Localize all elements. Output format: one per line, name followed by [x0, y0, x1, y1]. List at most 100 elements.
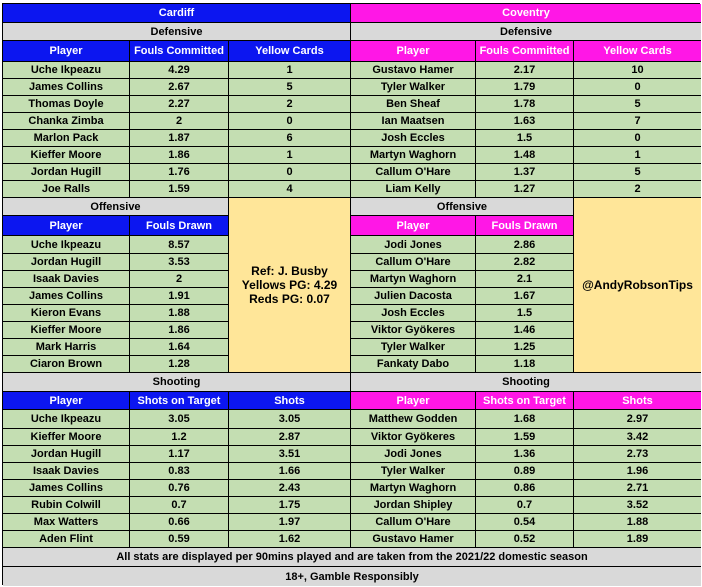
table-cell-shooting-coventry: Jordan Shipley: [351, 497, 476, 514]
table-cell-offensive-coventry: Viktor Gyökeres: [351, 322, 476, 339]
table-cell-defensive-cardiff: 0: [229, 113, 351, 130]
table-cell-shooting-cardiff: Jordan Hugill: [3, 446, 130, 463]
table-cell-defensive-cardiff: 0: [229, 164, 351, 181]
table-cell-defensive-cardiff: James Collins: [3, 79, 130, 96]
column-header-shooting-coventry: Player: [351, 392, 476, 410]
table-cell-defensive-cardiff: 4.29: [130, 62, 229, 79]
table-cell-defensive-cardiff: 5: [229, 79, 351, 96]
table-cell-offensive-coventry: 1.25: [476, 339, 574, 356]
table-cell-shooting-coventry: Matthew Godden: [351, 410, 476, 429]
table-cell-shooting-coventry: Viktor Gyökeres: [351, 429, 476, 446]
table-cell-shooting-coventry: 1.68: [476, 410, 574, 429]
table-cell-defensive-coventry: 1.63: [476, 113, 574, 130]
table-cell-shooting-cardiff: 0.7: [130, 497, 229, 514]
table-cell-offensive-coventry: 1.67: [476, 288, 574, 305]
table-cell-defensive-coventry: 1.27: [476, 181, 574, 198]
column-header-defensive-coventry: Yellow Cards: [574, 41, 701, 62]
table-cell-defensive-coventry: Josh Eccles: [351, 130, 476, 147]
table-cell-defensive-coventry: 2: [574, 181, 701, 198]
table-cell-offensive-cardiff: 1.28: [130, 356, 229, 373]
table-cell-shooting-coventry: 1.36: [476, 446, 574, 463]
column-header-offensive-cardiff: Player: [3, 216, 130, 236]
referee-reds: Reds PG: 0.07: [249, 292, 330, 306]
table-cell-offensive-cardiff: Kieron Evans: [3, 305, 130, 322]
table-cell-offensive-cardiff: Kieffer Moore: [3, 322, 130, 339]
table-cell-shooting-cardiff: Uche Ikpeazu: [3, 410, 130, 429]
table-cell-shooting-coventry: Callum O'Hare: [351, 514, 476, 531]
table-cell-offensive-coventry: Callum O'Hare: [351, 254, 476, 271]
table-cell-defensive-coventry: Ian Maatsen: [351, 113, 476, 130]
section-title-offensive-cardiff: Offensive: [3, 198, 229, 216]
column-header-offensive-coventry: Player: [351, 216, 476, 236]
table-cell-offensive-coventry: Jodi Jones: [351, 236, 476, 254]
referee-name: Ref: J. Busby: [251, 264, 328, 278]
table-cell-offensive-cardiff: James Collins: [3, 288, 130, 305]
column-header-defensive-cardiff: Yellow Cards: [229, 41, 351, 62]
section-title-shooting-coventry: Shooting: [351, 373, 701, 392]
column-header-offensive-cardiff: Fouls Drawn: [130, 216, 229, 236]
table-cell-shooting-cardiff: Max Watters: [3, 514, 130, 531]
table-cell-shooting-coventry: 2.97: [574, 410, 701, 429]
table-cell-offensive-cardiff: Uche Ikpeazu: [3, 236, 130, 254]
table-cell-defensive-coventry: 7: [574, 113, 701, 130]
table-cell-defensive-cardiff: 2: [229, 96, 351, 113]
table-cell-defensive-cardiff: 4: [229, 181, 351, 198]
table-cell-offensive-cardiff: Mark Harris: [3, 339, 130, 356]
table-cell-shooting-cardiff: 3.51: [229, 446, 351, 463]
table-cell-defensive-coventry: Ben Sheaf: [351, 96, 476, 113]
table-cell-defensive-cardiff: Joe Ralls: [3, 181, 130, 198]
table-cell-defensive-cardiff: Thomas Doyle: [3, 96, 130, 113]
table-cell-shooting-coventry: 1.96: [574, 463, 701, 480]
table-cell-offensive-cardiff: 1.86: [130, 322, 229, 339]
table-cell-shooting-coventry: 0.86: [476, 480, 574, 497]
column-header-shooting-cardiff: Shots on Target: [130, 392, 229, 410]
table-cell-shooting-coventry: 1.89: [574, 531, 701, 548]
table-cell-defensive-cardiff: Uche Ikpeazu: [3, 62, 130, 79]
table-cell-defensive-cardiff: 1.86: [130, 147, 229, 164]
social-handle-box: @AndyRobsonTips: [574, 198, 701, 373]
table-cell-defensive-cardiff: 1: [229, 147, 351, 164]
table-cell-offensive-cardiff: 1.88: [130, 305, 229, 322]
footer-note: All stats are displayed per 90mins playe…: [3, 548, 701, 567]
table-cell-shooting-cardiff: 0.76: [130, 480, 229, 497]
table-cell-offensive-coventry: Josh Eccles: [351, 305, 476, 322]
table-cell-shooting-coventry: 2.71: [574, 480, 701, 497]
table-cell-shooting-cardiff: 1.17: [130, 446, 229, 463]
table-cell-shooting-cardiff: 0.59: [130, 531, 229, 548]
table-cell-defensive-cardiff: Jordan Hugill: [3, 164, 130, 181]
table-cell-offensive-cardiff: Jordan Hugill: [3, 254, 130, 271]
table-cell-offensive-cardiff: 8.57: [130, 236, 229, 254]
table-cell-defensive-coventry: Callum O'Hare: [351, 164, 476, 181]
table-cell-offensive-coventry: Julien Dacosta: [351, 288, 476, 305]
table-cell-shooting-coventry: Gustavo Hamer: [351, 531, 476, 548]
column-header-defensive-cardiff: Fouls Committed: [130, 41, 229, 62]
table-cell-shooting-coventry: Tyler Walker: [351, 463, 476, 480]
table-cell-shooting-cardiff: 1.66: [229, 463, 351, 480]
section-title-shooting-cardiff: Shooting: [3, 373, 351, 392]
table-cell-defensive-coventry: 1.5: [476, 130, 574, 147]
column-header-shooting-cardiff: Shots: [229, 392, 351, 410]
table-cell-shooting-coventry: Jodi Jones: [351, 446, 476, 463]
table-cell-shooting-cardiff: James Collins: [3, 480, 130, 497]
table-cell-defensive-coventry: 1.78: [476, 96, 574, 113]
table-cell-offensive-coventry: Tyler Walker: [351, 339, 476, 356]
table-cell-defensive-cardiff: 1: [229, 62, 351, 79]
table-cell-shooting-coventry: Martyn Waghorn: [351, 480, 476, 497]
column-header-offensive-coventry: Fouls Drawn: [476, 216, 574, 236]
table-cell-defensive-cardiff: Chanka Zimba: [3, 113, 130, 130]
table-cell-offensive-cardiff: 1.64: [130, 339, 229, 356]
table-cell-defensive-cardiff: 2: [130, 113, 229, 130]
table-cell-shooting-cardiff: 3.05: [130, 410, 229, 429]
table-cell-shooting-coventry: 0.89: [476, 463, 574, 480]
table-cell-defensive-coventry: 5: [574, 96, 701, 113]
table-cell-defensive-coventry: 0: [574, 130, 701, 147]
table-cell-defensive-coventry: Gustavo Hamer: [351, 62, 476, 79]
column-header-defensive-coventry: Player: [351, 41, 476, 62]
table-cell-offensive-cardiff: 3.53: [130, 254, 229, 271]
table-cell-offensive-coventry: 1.18: [476, 356, 574, 373]
table-cell-shooting-coventry: 3.42: [574, 429, 701, 446]
table-cell-shooting-cardiff: 1.2: [130, 429, 229, 446]
table-cell-defensive-cardiff: 2.27: [130, 96, 229, 113]
table-cell-defensive-cardiff: 1.59: [130, 181, 229, 198]
table-cell-shooting-cardiff: 2.43: [229, 480, 351, 497]
